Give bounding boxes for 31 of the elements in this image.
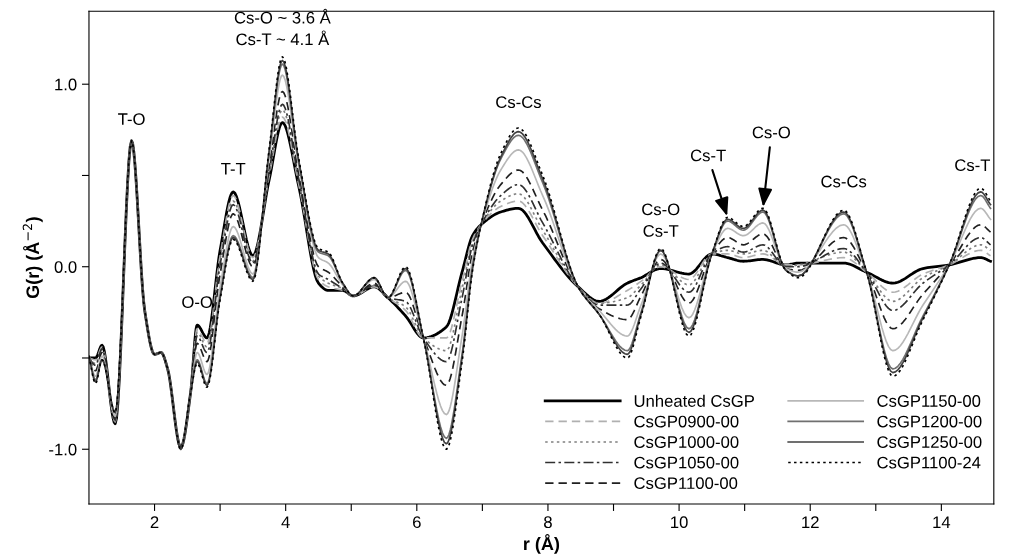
legend-label: CsGP0900-00 [634,415,739,428]
x-tick-label: 8 [544,516,552,529]
legend-label: Unheated CsGP [634,394,754,407]
annotation: T-T [221,163,246,175]
y-tick-label: 1.0 [55,78,77,91]
annotation: Cs-Cs [496,96,541,109]
legend-label: CsGP1050-00 [634,456,739,469]
legend-label: CsGP1000-00 [634,436,739,448]
x-axis-title: r (Å) [524,534,560,554]
y-tick-label: 0.0 [54,261,77,273]
legend-label: CsGP1250-00 [877,436,982,448]
x-tick-label: 6 [413,516,421,529]
annotation: O-O [182,296,213,308]
legend-label: CsGP1100-24 [877,456,981,469]
x-tick-label: 12 [802,516,819,528]
x-tick-label: 10 [671,516,688,529]
legend-label: CsGP1150-00 [877,395,981,407]
annotation: Cs-T [690,149,726,162]
annotation: Cs-O Cs-T [642,203,680,237]
annotation: Cs-Cs [821,175,867,188]
annotation: Cs-O [752,126,790,139]
annotation: Cs-O ~ 3.6 Å Cs-T ~ 4.1 Å [234,8,331,46]
legend-label: CsGP1200-00 [877,415,982,428]
y-tick-label: -1.0 [49,443,77,456]
x-tick-label: 4 [281,516,290,528]
y-axis-title: G(r) (Å$^{−2}$) [22,217,43,299]
annotation: Cs-T [955,159,991,172]
x-tick-label: 2 [150,516,159,528]
legend-label: CsGP1100-00 [634,477,738,490]
annotation: T-O [118,113,145,125]
x-tick-label: 14 [933,516,951,528]
